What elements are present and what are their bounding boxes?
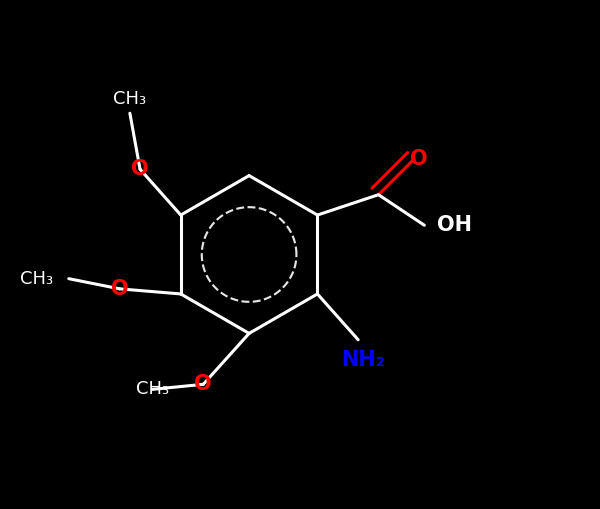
Text: OH: OH xyxy=(437,215,472,235)
Text: NH₂: NH₂ xyxy=(341,350,385,370)
Text: O: O xyxy=(194,374,212,394)
Text: CH₃: CH₃ xyxy=(113,90,146,108)
Text: O: O xyxy=(410,149,428,169)
Text: O: O xyxy=(131,159,149,179)
Text: O: O xyxy=(111,279,128,299)
Text: CH₃: CH₃ xyxy=(20,270,53,288)
Text: CH₃: CH₃ xyxy=(136,380,169,399)
